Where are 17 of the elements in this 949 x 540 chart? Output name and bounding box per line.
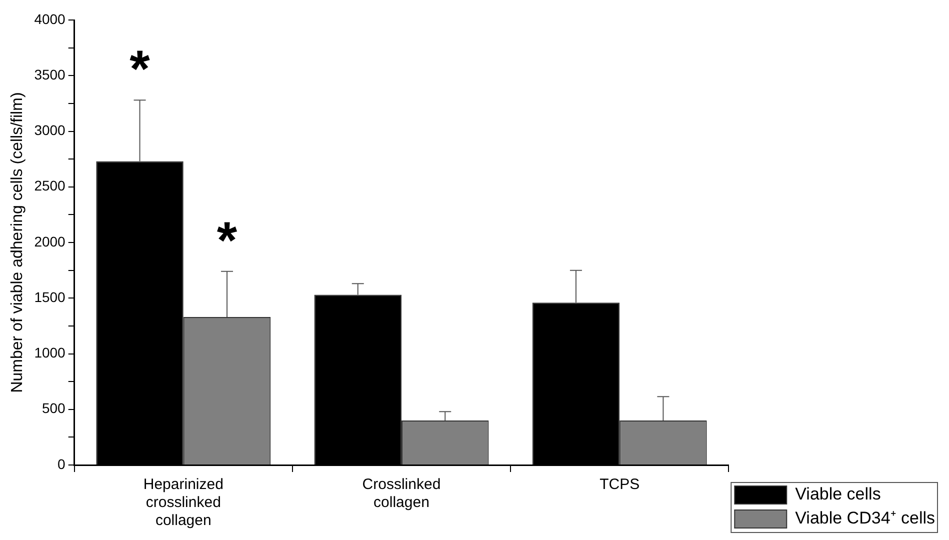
y-tick-label: 500	[42, 400, 66, 416]
x-tick-label: Crosslinked collagen	[362, 476, 441, 512]
annotation: *	[216, 212, 238, 270]
legend-label: Viable cells	[795, 484, 881, 504]
y-tick-label: 1000	[34, 344, 66, 361]
annotation: *	[130, 40, 151, 98]
y-tick-label: 3500	[34, 66, 66, 82]
y-tick-label: 0	[58, 456, 66, 472]
y-axis-title: Number of viable adhering cells (cells/film)	[9, 92, 26, 393]
y-tick-label: 2000	[34, 233, 66, 250]
y-tick-label: 1500	[34, 288, 66, 305]
x-tick-label: TCPS	[600, 476, 640, 494]
y-tick-label: 4000	[34, 10, 66, 27]
x-tick-label: Heparinized crosslinked collagen	[143, 476, 224, 530]
y-tick-label: 3000	[34, 122, 66, 138]
y-tick-label: 2500	[34, 178, 66, 194]
legend-label: Viable CD34⁺ cells	[795, 508, 936, 528]
